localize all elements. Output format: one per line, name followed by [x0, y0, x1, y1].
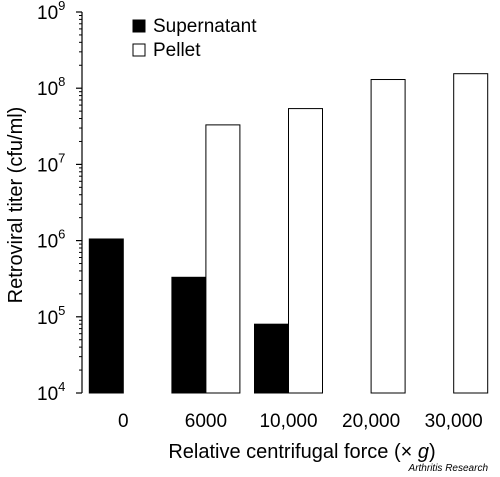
- y-tick-label: 104: [37, 379, 65, 405]
- y-tick-label: 108: [37, 74, 65, 100]
- bar-pellet-10000: [288, 108, 323, 394]
- bar-supernatant-6000: [171, 276, 207, 394]
- x-tick-label: 0: [118, 411, 129, 432]
- legend-swatch-pellet: [132, 43, 146, 57]
- bar-supernatant-0: [88, 238, 124, 394]
- bar-pellet-30000: [453, 73, 489, 394]
- bars: [88, 73, 489, 394]
- legend-label-pellet: Pellet: [153, 40, 201, 61]
- legend-label-supernatant: Supernatant: [153, 16, 257, 37]
- bar-pellet-6000: [205, 124, 241, 394]
- y-axis-title: Retroviral titer (cfu/ml): [5, 107, 27, 304]
- x-tick-label: 10,000: [259, 411, 317, 432]
- bar-pellet-20000: [370, 79, 406, 394]
- y-axis-title-text: Retroviral titer (cfu/ml): [5, 107, 27, 304]
- bar-supernatant-10000: [254, 323, 289, 394]
- y-tick-label: 109: [37, 0, 65, 24]
- x-axis-title: Relative centrifugal force (× g): [168, 441, 435, 463]
- axes: 104 105 106 107 108 109 0 6000 10,000 20,000 30,00…: [37, 0, 483, 432]
- legend: Supernatant Pellet: [132, 16, 257, 61]
- x-tick-label: 6000: [185, 411, 227, 432]
- credit-label: Arthritis Research: [408, 463, 488, 474]
- x-tick-label: 20,000: [342, 411, 400, 432]
- x-tick-label: 30,000: [425, 411, 483, 432]
- legend-swatch-supernatant: [132, 19, 146, 33]
- y-tick-label: 106: [37, 227, 65, 253]
- y-tick-label: 107: [37, 150, 65, 176]
- y-tick-label: 105: [37, 303, 65, 329]
